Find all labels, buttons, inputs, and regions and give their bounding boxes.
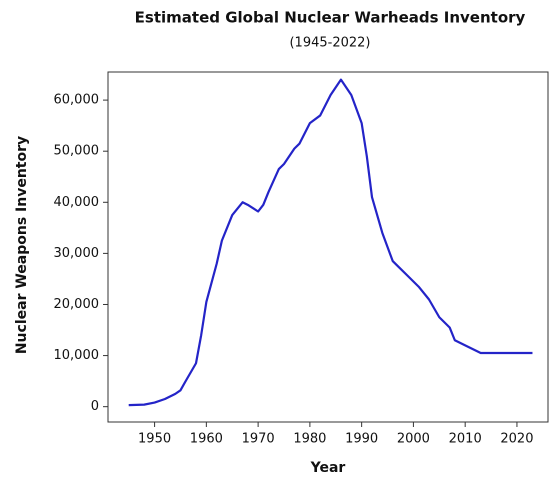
x-tick-label: 1950 (138, 432, 171, 447)
chart-subtitle: (1945-2022) (289, 36, 370, 51)
chart-title: Estimated Global Nuclear Warheads Invent… (135, 9, 526, 27)
y-axis-label: Nuclear Weapons Inventory (14, 136, 30, 354)
y-tick-label: 10,000 (54, 348, 100, 363)
x-tick-label: 2000 (397, 432, 430, 447)
x-tick-label: 2010 (449, 432, 482, 447)
y-tick-label: 40,000 (54, 195, 100, 210)
y-tick-label: 30,000 (54, 246, 100, 261)
plot-frame (107, 71, 549, 423)
y-tick-label: 0 (91, 399, 99, 414)
y-tick-label: 20,000 (54, 297, 100, 312)
data-line (128, 78, 533, 407)
x-tick-label: 1980 (293, 432, 326, 447)
x-axis-label: Year (310, 460, 346, 476)
x-tick-label: 1990 (345, 432, 378, 447)
y-tick-label: 50,000 (54, 144, 100, 159)
x-tick-label: 1960 (190, 432, 223, 447)
x-tick-label: 1970 (242, 432, 275, 447)
x-tick-label: 2020 (500, 432, 533, 447)
y-tick-label: 60,000 (54, 93, 100, 108)
